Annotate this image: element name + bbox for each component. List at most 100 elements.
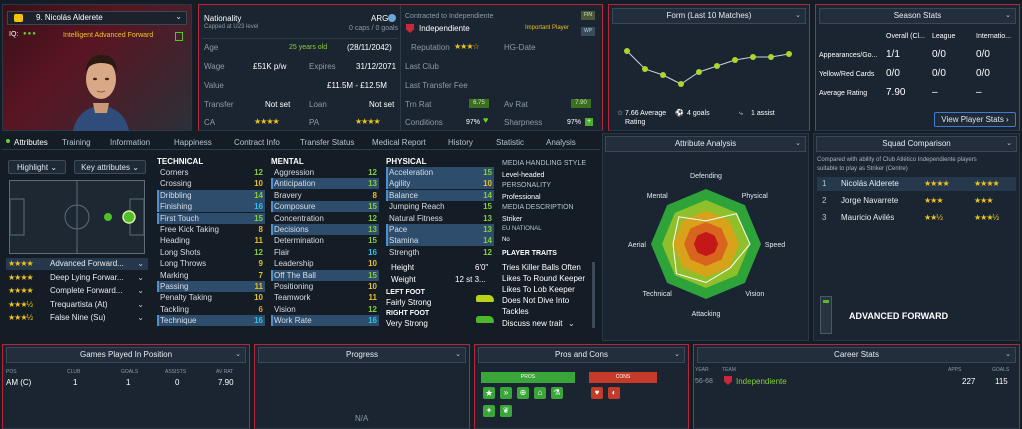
squad-row[interactable]: 1 Nicolás Alderete ★★★★ ★★★★ bbox=[817, 177, 1016, 191]
attribute-row[interactable]: Crossing 10 bbox=[157, 178, 265, 189]
con-aerial-icon[interactable]: ◐ bbox=[608, 387, 620, 399]
club-name[interactable]: Independiente bbox=[419, 24, 470, 33]
attribute-row[interactable]: Corners 12 bbox=[157, 167, 265, 178]
attribute-row[interactable]: Agility 10 bbox=[386, 178, 494, 190]
progress-title-bar[interactable]: Progress ⌄ bbox=[258, 347, 466, 363]
attribute-row[interactable]: Stamina 14 bbox=[386, 235, 494, 247]
form-point[interactable] bbox=[786, 51, 792, 57]
attribute-row[interactable]: Decisions 13 bbox=[271, 224, 379, 235]
career-team[interactable]: Independiente bbox=[736, 377, 787, 386]
key-attributes-dropdown[interactable]: Key attributes ⌄ bbox=[74, 160, 146, 174]
traits-scrollbar[interactable] bbox=[592, 262, 595, 328]
attribute-row[interactable]: Aggression 12 bbox=[271, 167, 379, 178]
attribute-row[interactable]: Pace 13 bbox=[386, 224, 494, 235]
attribute-row[interactable]: Heading 11 bbox=[157, 235, 265, 246]
attribute-row[interactable]: Strength 12 bbox=[386, 247, 494, 258]
attribute-row[interactable]: Long Throws 9 bbox=[157, 258, 265, 269]
pro-star-icon[interactable]: ★ bbox=[483, 387, 495, 399]
attribute-row[interactable]: Concentration 12 bbox=[271, 213, 379, 224]
tab-statistic[interactable]: Statistic bbox=[496, 138, 525, 147]
form-point[interactable] bbox=[714, 63, 720, 69]
tab-transfer-status[interactable]: Transfer Status bbox=[300, 138, 355, 147]
view-player-stats-button[interactable]: View Player Stats › bbox=[934, 112, 1016, 127]
attribute-row[interactable]: Finishing 16 bbox=[157, 201, 265, 213]
form-point[interactable] bbox=[678, 81, 684, 87]
form-point[interactable] bbox=[732, 57, 738, 63]
form-title-bar[interactable]: Form (Last 10 Matches) ⌄ bbox=[612, 8, 806, 24]
pro-balance-icon[interactable]: ❦ bbox=[500, 405, 512, 417]
attribute-row[interactable]: First Touch 15 bbox=[157, 212, 265, 224]
attribute-row[interactable]: Long Shots 12 bbox=[157, 247, 265, 258]
form-panel: Form (Last 10 Matches) ⌄ ☆ 7.66 Average R… bbox=[608, 4, 810, 131]
attribute-row[interactable]: Work Rate 16 bbox=[271, 315, 379, 327]
form-point[interactable] bbox=[624, 48, 630, 54]
role-name: False Nine (Su) bbox=[50, 313, 106, 322]
pro-speed-icon[interactable]: » bbox=[500, 387, 512, 399]
role-item[interactable]: ★★★★ Advanced Forward... ⌄ bbox=[6, 258, 148, 270]
tab-medical-report[interactable]: Medical Report bbox=[372, 138, 426, 147]
form-point[interactable] bbox=[750, 54, 756, 60]
attribute-row[interactable]: Off The Ball 15 bbox=[271, 269, 379, 281]
chevron-down-icon: ⌄ bbox=[1005, 12, 1011, 19]
transfer-value[interactable]: Not set bbox=[265, 100, 291, 109]
attribute-row[interactable]: Balance 14 bbox=[386, 189, 494, 201]
role-item[interactable]: ★★★½ False Nine (Su) ⌄ bbox=[6, 312, 148, 324]
role-item[interactable]: ★★★★ Complete Forward... ⌄ bbox=[6, 285, 148, 297]
role-item[interactable]: ★★★½ Trequartista (At) ⌄ bbox=[6, 299, 148, 311]
attribute-value: 8 bbox=[258, 225, 263, 234]
pro-stamina-icon[interactable]: ✦ bbox=[483, 405, 495, 417]
attribute-row[interactable]: Marking 7 bbox=[157, 270, 265, 281]
tab-contract-info[interactable]: Contract Info bbox=[234, 138, 280, 147]
attribute-row[interactable]: Vision 12 bbox=[271, 304, 379, 315]
squad-row[interactable]: 2 Jorge Navarrete ★★★ ★★★ bbox=[817, 194, 1016, 208]
attribute-row[interactable]: Anticipation 13 bbox=[271, 178, 379, 190]
attribute-row[interactable]: Composure 15 bbox=[271, 201, 379, 213]
attribute-value: 15 bbox=[368, 236, 377, 246]
attribute-value: 13 bbox=[483, 225, 492, 234]
pro-finishing-icon[interactable]: ⊕ bbox=[517, 387, 529, 399]
pro-technique-icon[interactable]: ⚗ bbox=[551, 387, 563, 399]
highlight-dropdown[interactable]: Highlight ⌄ bbox=[8, 160, 66, 174]
attribute-row[interactable]: Positioning 10 bbox=[271, 281, 379, 292]
attribute-row[interactable]: Determination 15 bbox=[271, 235, 379, 246]
pro-mental-icon[interactable]: ⌂ bbox=[534, 387, 546, 399]
season-title-bar[interactable]: Season Stats ⌄ bbox=[819, 8, 1016, 24]
tab-history[interactable]: History bbox=[448, 138, 473, 147]
attribute-row[interactable]: Passing 11 bbox=[157, 281, 265, 292]
discuss-trait-button[interactable]: Discuss new trait bbox=[502, 319, 563, 328]
attribute-row[interactable]: Flair 16 bbox=[271, 247, 379, 258]
role-item[interactable]: ★★★★ Deep Lying Forwar... ⌄ bbox=[6, 272, 148, 284]
form-point[interactable] bbox=[642, 66, 648, 72]
attribute-row[interactable]: Penalty Taking 10 bbox=[157, 292, 265, 303]
tab-attributes[interactable]: Attributes bbox=[14, 138, 48, 147]
player-name-bar[interactable]: 9. Nicolás Alderete ⌄ bbox=[7, 11, 187, 25]
position-pitch bbox=[9, 180, 145, 254]
attribute-row[interactable]: Teamwork 11 bbox=[271, 292, 379, 303]
attribute-row[interactable]: Acceleration 15 bbox=[386, 167, 494, 178]
chevron-down-icon: ⌄ bbox=[137, 259, 144, 268]
con-defending-icon[interactable]: ♥ bbox=[591, 387, 603, 399]
radar-label: Physical bbox=[742, 193, 769, 200]
career-title-bar[interactable]: Career Stats ⌄ bbox=[697, 347, 1016, 363]
tab-training[interactable]: Training bbox=[62, 138, 91, 147]
squad-title-bar[interactable]: Squad Comparison ⌄ bbox=[816, 136, 1017, 152]
tab-happiness[interactable]: Happiness bbox=[174, 138, 212, 147]
analysis-title-bar[interactable]: Attribute Analysis ⌄ bbox=[605, 136, 806, 152]
tab-information[interactable]: Information bbox=[110, 138, 151, 147]
form-point[interactable] bbox=[660, 72, 666, 78]
attribute-row[interactable]: Free Kick Taking 8 bbox=[157, 224, 265, 235]
tab-analysis[interactable]: Analysis bbox=[546, 138, 576, 147]
gpp-title-bar[interactable]: Games Played In Position ⌄ bbox=[6, 347, 246, 363]
attribute-row[interactable]: Natural Fitness 13 bbox=[386, 213, 494, 224]
proscons-title-bar[interactable]: Pros and Cons ⌄ bbox=[478, 347, 685, 363]
attribute-row[interactable]: Tackling 6 bbox=[157, 304, 265, 315]
attribute-row[interactable]: Leadership 10 bbox=[271, 258, 379, 269]
attribute-row[interactable]: Jumping Reach 15 bbox=[386, 201, 494, 212]
form-point[interactable] bbox=[696, 69, 702, 75]
loan-value[interactable]: Not set bbox=[369, 100, 395, 109]
form-point[interactable] bbox=[768, 54, 774, 60]
attribute-row[interactable]: Dribbling 14 bbox=[157, 189, 265, 201]
squad-row[interactable]: 3 Mauricio Avilés ★★½ ★★★½ bbox=[817, 211, 1016, 225]
attribute-row[interactable]: Bravery 8 bbox=[271, 190, 379, 201]
attribute-row[interactable]: Technique 16 bbox=[157, 315, 265, 327]
